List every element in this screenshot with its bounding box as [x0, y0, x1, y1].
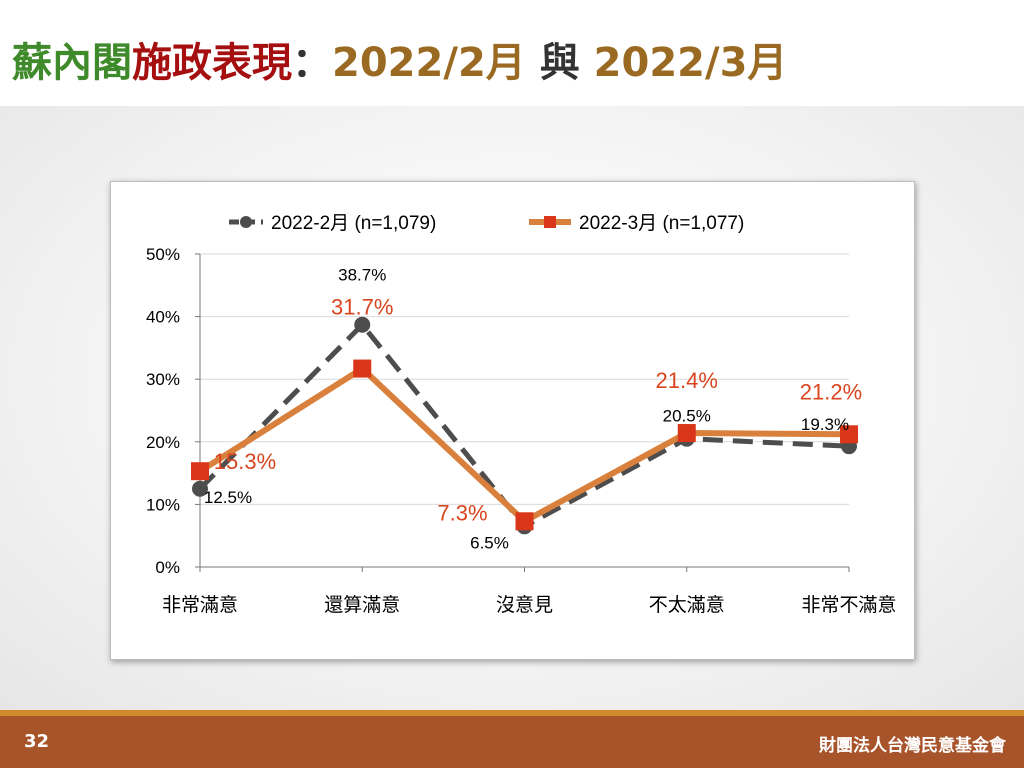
data-point-2022-feb — [354, 316, 371, 333]
data-point-2022-mar — [840, 425, 858, 444]
legend-label-2022-feb: 2022-2月 (n=1,079) — [271, 213, 436, 234]
legend-label-2022-mar: 2022-3月 (n=1,077) — [579, 213, 744, 234]
data-label-2022-mar: 21.2% — [800, 379, 862, 404]
series-line-2022-feb — [198, 320, 850, 530]
data-label-2022-feb: 19.3% — [801, 415, 849, 434]
data-label-2022-feb: 6.5% — [470, 533, 509, 552]
data-label-2022-mar: 15.3% — [214, 449, 276, 474]
y-tick-label: 40% — [146, 308, 180, 327]
title-bar: 蘇內閣施政表現：2022/2月 與 2022/3月 — [0, 0, 1024, 106]
data-point-2022-mar — [515, 512, 534, 531]
legend-marker-2022-feb — [240, 216, 252, 228]
organization-name: 財團法人台灣民意基金會 — [819, 736, 1006, 756]
x-category-label: 非常滿意 — [162, 594, 238, 616]
title-part-cabinet: 蘇內閣 — [12, 40, 132, 86]
page-number: 32 — [24, 731, 50, 752]
x-category-label: 非常不滿意 — [801, 594, 896, 616]
data-point-2022-feb — [192, 480, 208, 497]
y-tick-label: 10% — [146, 495, 180, 514]
data-label-2022-feb: 20.5% — [663, 407, 711, 426]
footer-accent-line — [0, 710, 1024, 716]
chart-panel: 0% 10% 20% 30% 40% 50% 非常滿意 還算滿意 沒意見 不太滿意 非常不滿意 202… — [110, 181, 915, 660]
title-and: 與 — [539, 40, 580, 86]
data-point-2022-mar — [677, 424, 696, 443]
y-tick-label: 0% — [155, 558, 180, 577]
title-period-1: 2022/2月 — [332, 40, 526, 86]
y-tick-label: 50% — [146, 245, 180, 264]
data-label-2022-mar: 31.7% — [331, 295, 393, 320]
legend-marker-2022-mar — [544, 216, 556, 228]
data-point-2022-mar — [353, 359, 372, 378]
data-label-2022-mar: 21.4% — [656, 368, 718, 393]
data-label-2022-feb: 38.7% — [338, 266, 386, 285]
x-category-label: 沒意見 — [496, 594, 553, 616]
line-chart: 0% 10% 20% 30% 40% 50% 非常滿意 還算滿意 沒意見 不太滿意 非常不滿意 202… — [146, 213, 897, 616]
footer-bar — [0, 716, 1024, 768]
y-tick-label: 30% — [146, 370, 180, 389]
title-period-2: 2022/3月 — [593, 40, 788, 86]
y-tick-label: 20% — [146, 433, 180, 452]
title-part-performance: 施政表現 — [132, 40, 292, 86]
x-category-label: 還算滿意 — [324, 594, 400, 616]
title-colon: ： — [292, 40, 332, 86]
data-label-2022-feb: 12.5% — [204, 488, 252, 507]
data-point-2022-mar — [191, 462, 209, 481]
x-category-label: 不太滿意 — [649, 594, 725, 616]
data-label-2022-mar: 7.3% — [437, 500, 487, 525]
slide-title: 蘇內閣施政表現：2022/2月 與 2022/3月 — [12, 30, 787, 88]
